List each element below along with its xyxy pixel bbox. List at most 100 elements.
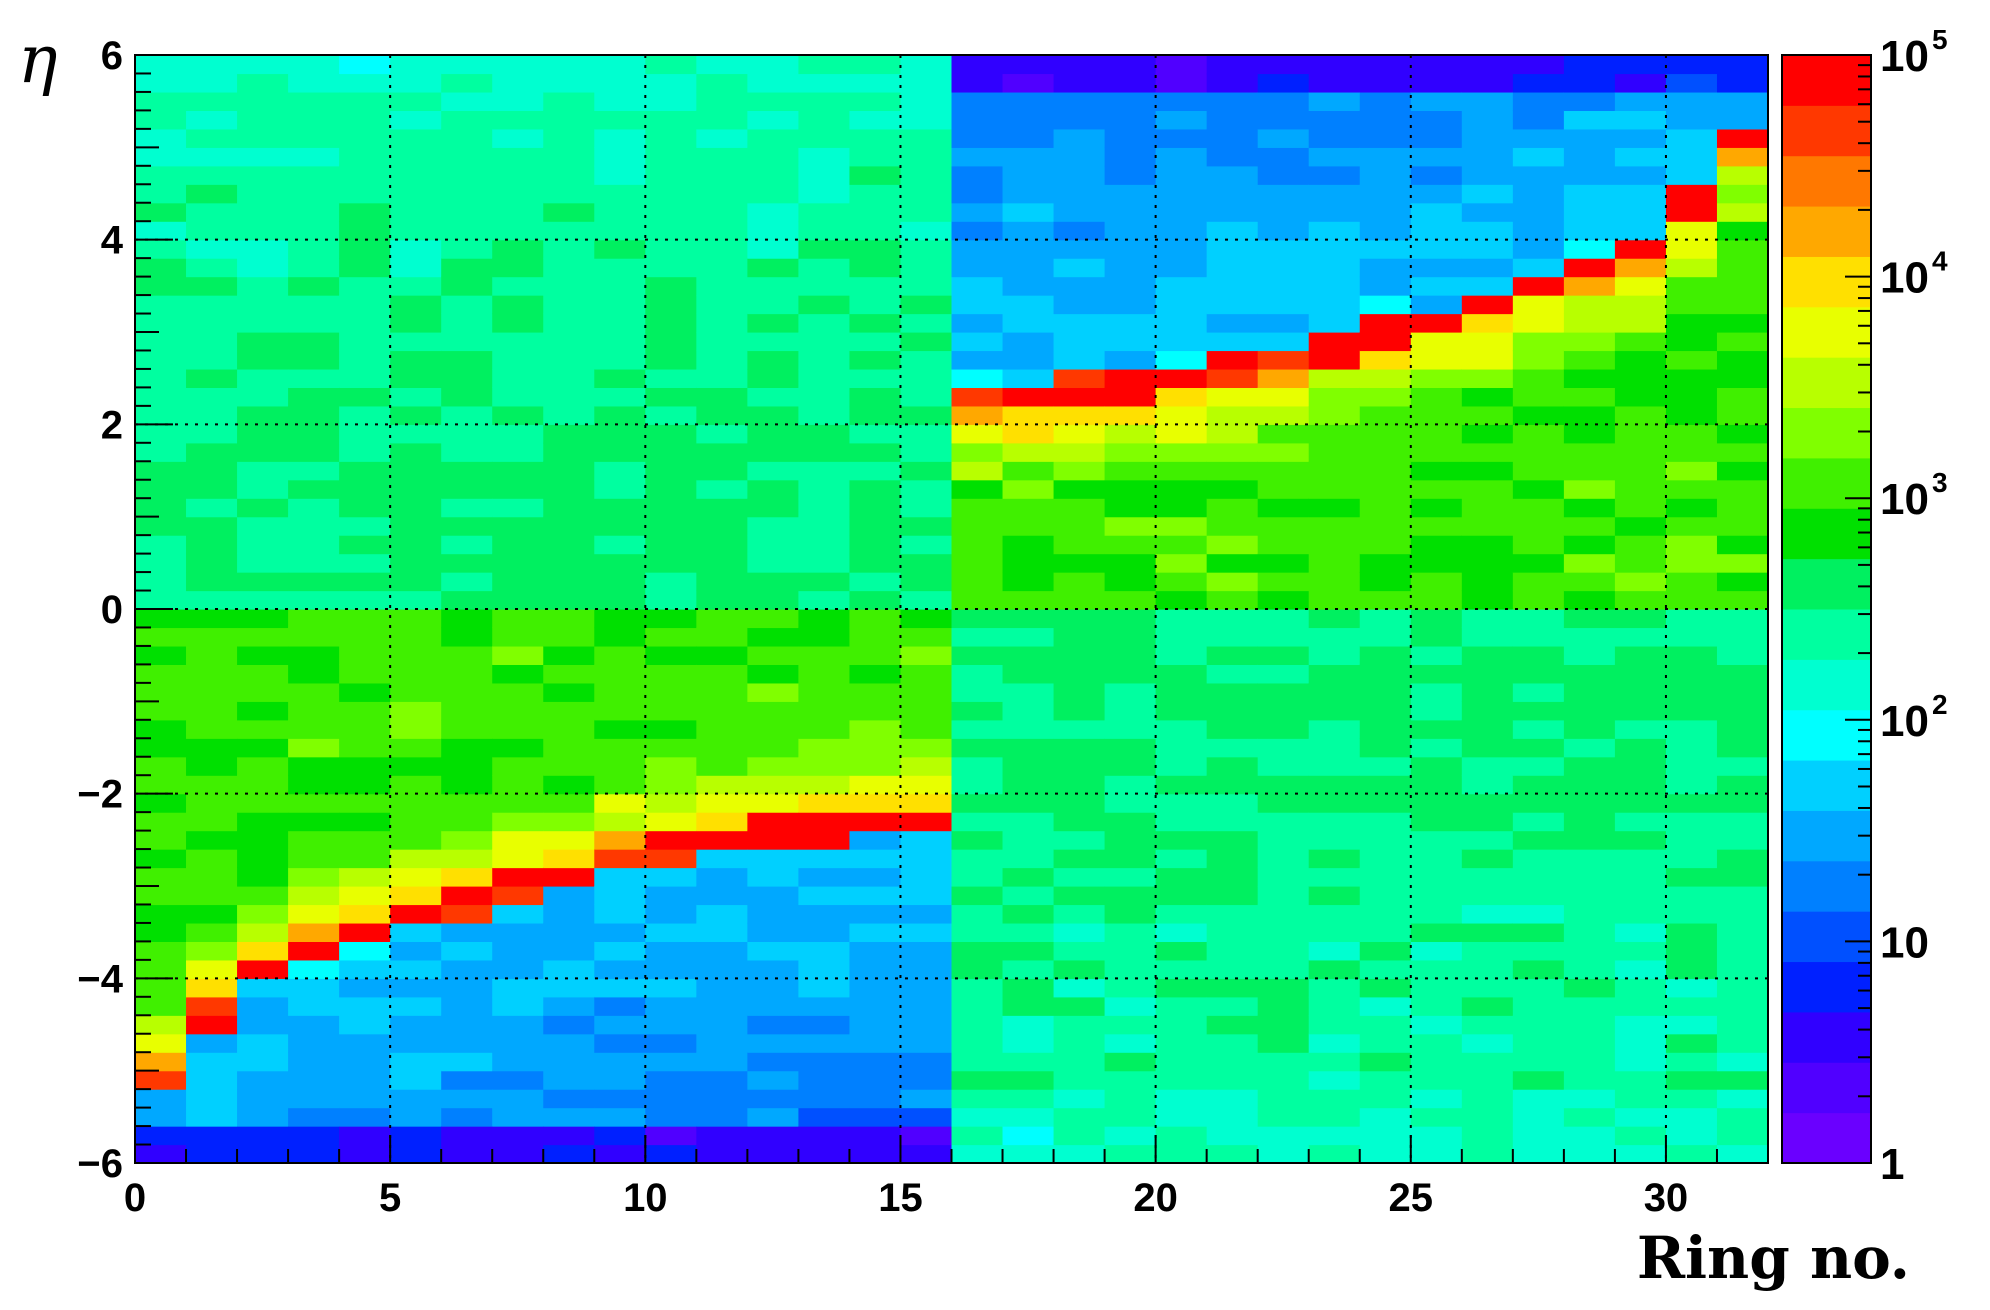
heatmap-cell (1410, 1033, 1463, 1053)
heatmap-cell (1563, 830, 1616, 850)
heatmap-cell (492, 332, 544, 352)
heatmap-cell (237, 1144, 289, 1164)
heatmap-cell (1665, 55, 1718, 75)
heatmap-cell (1002, 996, 1055, 1016)
heatmap-cell (390, 202, 442, 222)
heatmap-cell (1512, 867, 1565, 887)
heatmap-cell (696, 996, 748, 1016)
heatmap-cell (1614, 239, 1667, 259)
heatmap-cell (1410, 55, 1463, 75)
heatmap-cell (798, 202, 851, 222)
heatmap-cell (849, 849, 902, 869)
heatmap-cell (339, 165, 391, 185)
heatmap-cell (390, 405, 442, 425)
heatmap-cell (1206, 387, 1259, 407)
heatmap-cell (1716, 627, 1769, 647)
heatmap-cell (1206, 221, 1259, 241)
heatmap-cell (747, 276, 800, 296)
heatmap-cell (135, 682, 187, 702)
heatmap-cell (1257, 350, 1310, 370)
heatmap-cell (798, 55, 851, 75)
heatmap-cell (1206, 701, 1259, 721)
heatmap-cell (441, 1089, 493, 1109)
heatmap-cell (849, 1052, 902, 1072)
heatmap-cell (1716, 1107, 1769, 1127)
heatmap-cell (1155, 276, 1208, 296)
heatmap-cell (1665, 387, 1718, 407)
heatmap-cell (1359, 295, 1412, 315)
heatmap-cell (135, 1070, 187, 1090)
heatmap-cell (543, 867, 595, 887)
heatmap-cell (1461, 609, 1514, 629)
heatmap-cell (1257, 904, 1310, 924)
heatmap-cell (645, 516, 697, 536)
heatmap-cell (186, 73, 238, 93)
heatmap-cell (1359, 479, 1412, 499)
heatmap-cell (1410, 405, 1463, 425)
heatmap-cell (543, 812, 595, 832)
heatmap-cell (1512, 1033, 1565, 1053)
heatmap-cell (492, 645, 544, 665)
heatmap-cell (1512, 830, 1565, 850)
heatmap-cell (1002, 682, 1055, 702)
heatmap-cell (1563, 516, 1616, 536)
heatmap-cell (492, 1015, 544, 1035)
heatmap-cell (1665, 609, 1718, 629)
heatmap-cell (237, 368, 289, 388)
heatmap-cell (186, 645, 238, 665)
heatmap-cell (1206, 1126, 1259, 1146)
heatmap-cell (951, 849, 1004, 869)
heatmap-cell (288, 812, 340, 832)
heatmap-cell (543, 276, 595, 296)
heatmap-cell (1716, 110, 1769, 130)
heatmap-cell (1206, 276, 1259, 296)
heatmap-cell (1104, 73, 1157, 93)
heatmap-cell (747, 1126, 800, 1146)
heatmap-cell (1716, 1052, 1769, 1072)
heatmap-cell (492, 516, 544, 536)
heatmap-cell (1308, 959, 1361, 979)
heatmap-cell (1563, 719, 1616, 739)
heatmap-cell (1257, 590, 1310, 610)
heatmap-cell (390, 1015, 442, 1035)
heatmap-cell (1206, 258, 1259, 278)
heatmap-cell (1257, 258, 1310, 278)
heatmap-cell (543, 886, 595, 906)
heatmap-cell (645, 719, 697, 739)
heatmap-cell (1461, 682, 1514, 702)
heatmap-cell (1053, 110, 1106, 130)
heatmap-cell (1053, 258, 1106, 278)
heatmap-cell (1410, 479, 1463, 499)
heatmap-cell (390, 867, 442, 887)
heatmap-cell (135, 239, 187, 259)
heatmap-cell (1257, 922, 1310, 942)
heatmap-cell (696, 387, 748, 407)
heatmap-cell (1002, 627, 1055, 647)
heatmap-cell (492, 110, 544, 130)
heatmap-cell (594, 996, 646, 1016)
heatmap-cell (1563, 461, 1616, 481)
heatmap-cell (900, 922, 953, 942)
heatmap-cell (135, 405, 187, 425)
heatmap-cell (1104, 332, 1157, 352)
heatmap-cell (1002, 516, 1055, 536)
heatmap-cell (1155, 996, 1208, 1016)
heatmap-cell (543, 756, 595, 776)
heatmap-cell (1053, 701, 1106, 721)
heatmap-cell (135, 1033, 187, 1053)
heatmap-cell (1206, 1089, 1259, 1109)
heatmap-cell (747, 55, 800, 75)
heatmap-cell (186, 350, 238, 370)
heatmap-cell (849, 1107, 902, 1127)
heatmap-cell (1359, 239, 1412, 259)
heatmap-cell (492, 627, 544, 647)
heatmap-cell (1359, 572, 1412, 592)
heatmap-cell (696, 535, 748, 555)
heatmap-cell (237, 609, 289, 629)
heatmap-cell (1614, 627, 1667, 647)
heatmap-cell (696, 442, 748, 462)
heatmap-cell (1206, 110, 1259, 130)
heatmap-cell (441, 996, 493, 1016)
heatmap-cell (1512, 221, 1565, 241)
heatmap-cell (747, 682, 800, 702)
